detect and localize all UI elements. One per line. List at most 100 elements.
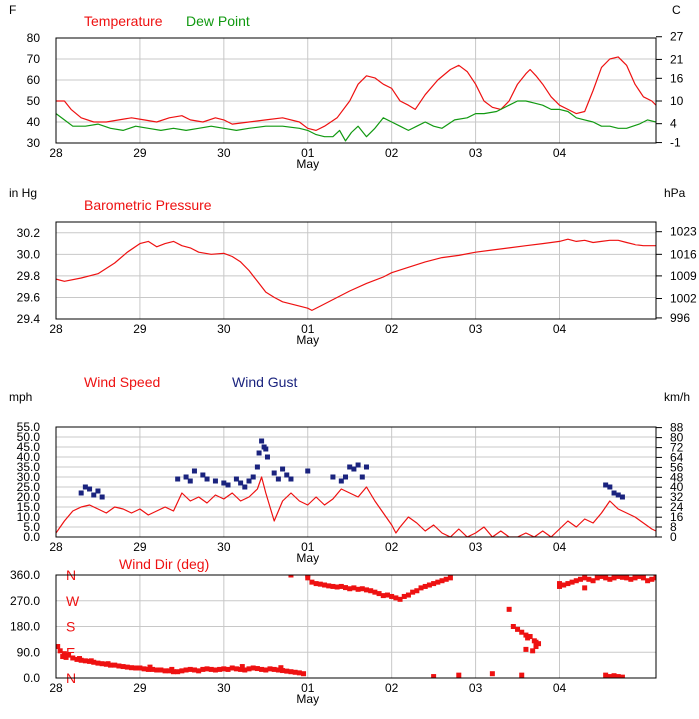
data-point [263, 667, 269, 673]
series-temperature [56, 56, 656, 131]
data-point [343, 474, 349, 480]
y-tick-label-left: 180.0 [10, 620, 40, 634]
y-tick-label-right: 21 [670, 52, 684, 66]
x-tick-label: 30 [217, 322, 231, 336]
series-dew-point [56, 100, 656, 142]
data-point [330, 583, 336, 589]
data-point [88, 658, 94, 664]
data-point [519, 672, 525, 678]
data-point [556, 581, 562, 587]
y-tick-label-left: 40 [27, 115, 41, 129]
data-point [259, 666, 265, 672]
data-point [530, 648, 536, 654]
left-unit-label: mph [9, 390, 32, 404]
data-point [523, 632, 529, 638]
data-point [263, 446, 269, 452]
data-point [603, 672, 609, 678]
data-point [204, 666, 210, 672]
data-point [187, 478, 193, 484]
data-point [212, 478, 218, 484]
y-tick-label-right: 1016 [670, 247, 697, 261]
data-point [330, 474, 336, 480]
data-point [619, 575, 625, 580]
legend-label: Wind Speed [84, 374, 160, 390]
y-tick-label-right: -1 [670, 136, 681, 150]
y-tick-label-left: 5.0 [23, 520, 40, 534]
data-point [506, 606, 512, 612]
data-point [334, 584, 340, 590]
data-point [376, 591, 382, 597]
y-tick-label-left: 90.0 [17, 645, 41, 659]
x-tick-label: 02 [385, 322, 399, 336]
x-tick-label: 03 [469, 681, 483, 695]
data-point [343, 585, 349, 591]
x-month-label: May [296, 692, 319, 706]
data-point [91, 492, 97, 498]
x-tick-label: 29 [133, 540, 147, 554]
data-point [254, 464, 260, 470]
data-point [158, 667, 164, 673]
y-tick-label-right: 40 [670, 480, 684, 494]
data-point [229, 665, 235, 671]
data-point [288, 669, 294, 675]
x-tick-label: 04 [553, 322, 567, 336]
data-point [179, 668, 185, 674]
data-point [414, 588, 420, 594]
y-tick-label-left: 10.0 [17, 510, 41, 524]
data-point [615, 575, 621, 579]
x-tick-label: 30 [217, 681, 231, 695]
data-point [63, 654, 69, 660]
data-point [259, 438, 265, 444]
y-tick-label-right: 16 [670, 510, 684, 524]
data-point [78, 490, 84, 496]
data-point [363, 464, 369, 470]
series-line [56, 100, 656, 142]
data-point [108, 662, 114, 668]
x-tick-label: 29 [133, 146, 147, 160]
data-point [208, 666, 214, 672]
y-tick-label-left: 30.0 [17, 470, 41, 484]
legend-label: Wind Dir (deg) [119, 556, 209, 572]
data-point [582, 575, 588, 581]
data-point [99, 661, 105, 667]
y-tick-label-left: 40.0 [17, 450, 41, 464]
data-point [322, 582, 328, 588]
data-point [598, 575, 604, 579]
data-point [569, 579, 575, 585]
data-point [573, 578, 579, 584]
data-point [355, 586, 361, 592]
data-point [112, 662, 118, 668]
y-tick-label-right: 56 [670, 460, 684, 474]
data-point [556, 583, 562, 589]
data-point [183, 474, 189, 480]
data-point [456, 672, 462, 678]
y-tick-label-left: 29.6 [17, 290, 41, 304]
x-tick-label: 29 [133, 322, 147, 336]
data-point [401, 593, 407, 599]
compass-label: E [66, 644, 75, 660]
data-point [586, 576, 592, 582]
data-point [611, 673, 617, 678]
x-tick-label: 01 [301, 322, 315, 336]
data-point [82, 484, 88, 490]
data-point [204, 476, 210, 482]
data-point [267, 666, 273, 672]
y-tick-label-right: 72 [670, 441, 684, 455]
data-point [212, 667, 218, 673]
data-point [305, 575, 311, 578]
series-line [56, 476, 656, 537]
data-point [422, 583, 428, 589]
data-point [95, 488, 101, 494]
data-point [120, 664, 126, 670]
x-tick-label: 28 [49, 681, 63, 695]
y-tick-label-left: 0.0 [23, 671, 40, 685]
data-point [91, 659, 97, 665]
data-point [649, 576, 655, 582]
data-point [525, 635, 531, 641]
x-tick-label: 02 [385, 540, 399, 554]
data-point [238, 480, 244, 486]
y-tick-label-right: 88 [670, 421, 684, 435]
data-point [426, 582, 432, 588]
